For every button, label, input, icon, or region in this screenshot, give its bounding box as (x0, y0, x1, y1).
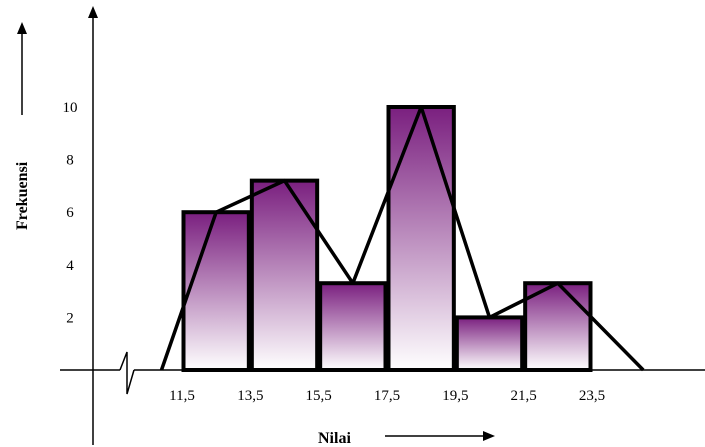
frequency-polygon-line (159, 105, 645, 372)
x-tick-label: 17,5 (374, 388, 400, 404)
histogram-bar-2 (249, 178, 320, 372)
histogram-bar-1 (181, 210, 251, 372)
x-tick-label: 21,5 (511, 388, 537, 404)
x-tick-label: 11,5 (169, 388, 195, 404)
y-label-arrow-icon (17, 22, 27, 34)
y-tick-label: 8 (66, 153, 74, 169)
y-tick-label: 4 (66, 258, 74, 274)
x-tick-label: 19,5 (442, 388, 468, 404)
histogram-bar-4 (386, 105, 456, 372)
y-tick-label: 10 (63, 100, 78, 116)
x-label-arrow-icon (483, 431, 495, 441)
histogram-bar-5 (454, 315, 525, 372)
x-tick-label: 23,5 (579, 388, 605, 404)
y-axis-arrow-icon (88, 6, 98, 18)
x-tick-label: 13,5 (237, 388, 263, 404)
histogram-bar-3 (318, 281, 388, 372)
x-tick-label: 15,5 (306, 388, 332, 404)
y-tick-label: 6 (66, 205, 74, 221)
x-axis-title: Nilai (318, 430, 351, 447)
axis-break-icon (119, 351, 135, 395)
y-axis-title: Frekuensi (14, 161, 31, 230)
y-tick-label: 2 (66, 310, 74, 326)
